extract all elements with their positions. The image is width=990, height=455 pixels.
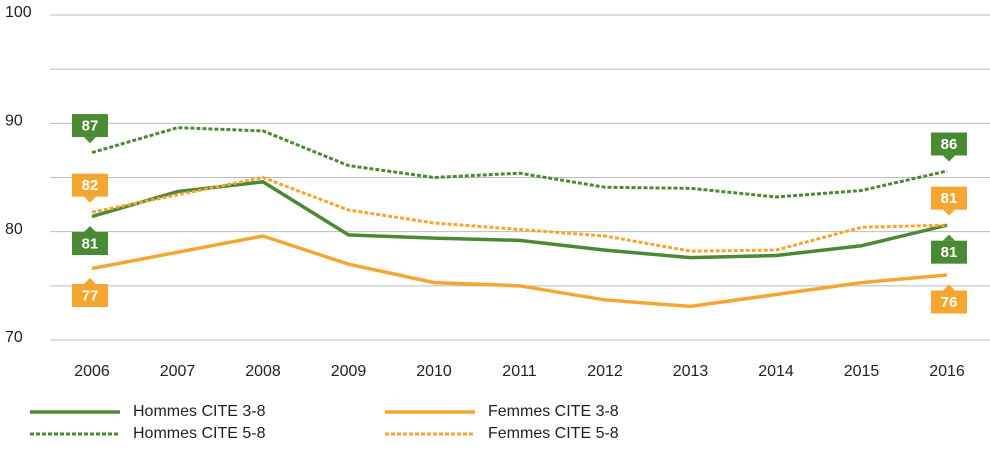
label-pointer: [84, 196, 96, 203]
label-box: [931, 186, 967, 210]
x-tick-label: 2007: [160, 363, 196, 380]
data-label: 81: [931, 234, 967, 264]
label-box: [72, 284, 108, 307]
data-label: 87: [72, 114, 108, 144]
x-tick-label: 2009: [331, 363, 367, 380]
label-box: [931, 132, 967, 156]
y-tick-label: 80: [5, 221, 23, 238]
data-label-text: 81: [941, 190, 958, 207]
label-pointer: [943, 209, 955, 216]
y-tick-label: 100: [5, 4, 32, 21]
x-tick-label: 2011: [502, 363, 537, 380]
label-pointer: [943, 284, 955, 291]
line-series: [91, 234, 948, 309]
y-tick-label: 70: [5, 329, 23, 346]
label-pointer: [943, 234, 955, 241]
label-pointer: [84, 226, 96, 232]
data-label-text: 81: [941, 244, 958, 261]
data-label: 81: [931, 186, 967, 216]
x-tick-label: 2014: [758, 363, 794, 380]
legend-label: Hommes CITE 3-8: [133, 403, 266, 420]
data-label-text: 81: [82, 235, 99, 252]
x-tick-label: 2016: [929, 363, 965, 380]
label-pointer: [84, 137, 96, 144]
data-label: 76: [931, 284, 967, 314]
data-label-text: 86: [941, 136, 958, 153]
label-box: [72, 232, 108, 255]
data-label-text: 76: [941, 294, 958, 311]
data-label: 81: [72, 226, 108, 255]
legend-label: Hommes CITE 5-8: [133, 425, 266, 442]
x-tick-label: 2006: [74, 363, 110, 380]
data-label: 77: [72, 278, 108, 307]
line-series: [91, 175, 948, 253]
label-box: [72, 114, 108, 138]
label-box: [931, 240, 967, 264]
line-series: [91, 180, 948, 260]
legend-label: Femmes CITE 5-8: [488, 425, 619, 442]
x-tick-label: 2010: [416, 363, 452, 380]
y-tick-label: 90: [5, 113, 23, 130]
x-tick-label: 2013: [673, 363, 709, 380]
legend-label: Femmes CITE 3-8: [488, 403, 619, 420]
data-label-text: 87: [82, 118, 99, 135]
x-tick-label: 2015: [844, 363, 880, 380]
label-box: [72, 173, 108, 197]
x-tick-label: 2008: [245, 363, 281, 380]
label-pointer: [84, 278, 96, 284]
data-label: 82: [72, 173, 108, 203]
label-pointer: [943, 155, 955, 162]
data-label-text: 77: [82, 287, 99, 304]
data-label: 86: [931, 132, 967, 162]
label-box: [931, 290, 967, 314]
data-label-text: 82: [82, 177, 99, 194]
line-series: [91, 126, 948, 199]
x-tick-label: 2012: [587, 363, 623, 380]
